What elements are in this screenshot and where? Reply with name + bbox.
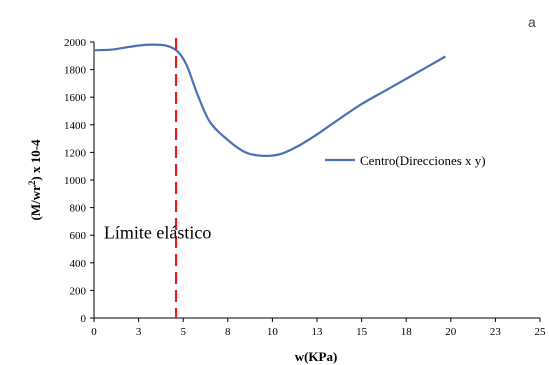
y-tick-label: 1800 — [64, 65, 87, 77]
tick-labels: 0 200 400 600 800 1000 1200 1400 1600 1800 2000 0 3 5… — [64, 37, 546, 338]
y-tick-label: 200 — [70, 285, 87, 297]
y-tick-label: 400 — [70, 258, 87, 270]
x-tick-label: 5 — [180, 326, 186, 338]
annotations: Límite elástico — [104, 38, 211, 318]
annotation-label: Límite elástico — [104, 222, 211, 242]
y-tick-label: 2000 — [64, 37, 87, 49]
legend: Centro(Direcciones x y) — [325, 153, 486, 168]
y-tick-label: 1000 — [64, 175, 87, 187]
x-tick-label: 18 — [401, 326, 413, 338]
x-tick-label: 10 — [267, 326, 279, 338]
x-tick-label: 8 — [225, 326, 231, 338]
axes — [90, 41, 541, 322]
series-line — [93, 43, 446, 157]
y-axis-title-sup: 2 — [27, 180, 37, 185]
y-axis-title: (M/wr2) x 10-4 — [27, 139, 43, 221]
y-axis-title-main: (M/wr — [28, 185, 43, 221]
y-tick-label: 1400 — [64, 120, 87, 132]
y-tick-label: 800 — [70, 203, 87, 215]
y-tick-label: 0 — [81, 313, 87, 325]
x-tick-label: 23 — [490, 326, 502, 338]
y-tick-label: 1600 — [64, 92, 87, 104]
x-tick-label: 3 — [136, 326, 142, 338]
x-tick-label: 13 — [312, 326, 324, 338]
x-tick-label: 25 — [535, 326, 547, 338]
y-axis-title-tail: ) x 10-4 — [28, 139, 43, 181]
x-tick-label: 20 — [445, 326, 457, 338]
y-tick-label: 1200 — [64, 147, 87, 159]
legend-label: Centro(Direcciones x y) — [360, 153, 486, 168]
y-tick-label: 600 — [70, 230, 87, 242]
corner-label: a — [528, 14, 536, 30]
x-axis-title: w(KPa) — [295, 349, 338, 364]
x-tick-label: 15 — [356, 326, 368, 338]
x-tick-label: 0 — [91, 326, 97, 338]
series-group — [93, 43, 446, 157]
